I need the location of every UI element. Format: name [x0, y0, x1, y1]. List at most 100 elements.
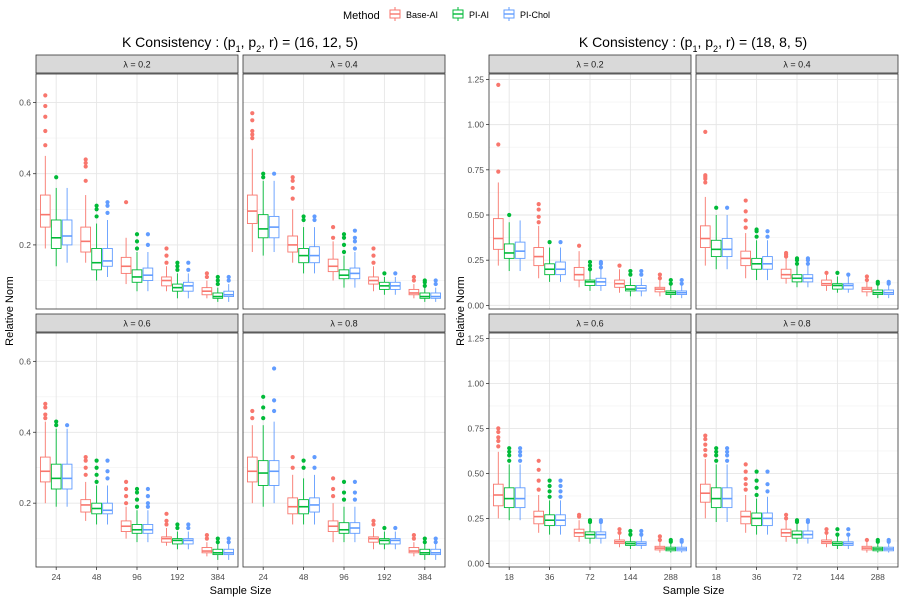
box — [843, 283, 854, 290]
boxplot-pi-chol — [349, 228, 361, 288]
outlier-point — [145, 501, 151, 506]
outlier-point — [134, 490, 140, 495]
outlier-point — [639, 268, 644, 274]
x-tick-label: 18 — [504, 572, 514, 582]
outlier-point — [94, 207, 99, 212]
outlier-point — [105, 476, 110, 481]
outlier-point — [576, 243, 582, 248]
outlier-point — [226, 536, 231, 541]
outlier-point — [290, 454, 295, 460]
panel-strip — [242, 313, 446, 333]
panel-border — [35, 73, 239, 310]
outlier-point — [536, 214, 541, 219]
boxplot-pi-ai — [419, 278, 431, 302]
panel: λ = 0.4 — [695, 54, 899, 310]
outlier-point — [83, 454, 88, 460]
boxplot-pi-chol — [676, 277, 688, 299]
outlier-point — [43, 405, 48, 410]
outlier-point — [725, 449, 730, 454]
boxplot-pi-chol — [636, 528, 647, 549]
outlier-point — [754, 478, 759, 483]
outlier-point — [261, 175, 266, 180]
box — [751, 512, 762, 527]
outlier-point — [743, 476, 748, 481]
outlier-point — [43, 415, 48, 421]
outlier-point — [43, 128, 48, 134]
boxplot-base-ai — [120, 200, 132, 285]
panel-strip-label: λ = 0.2 — [123, 60, 150, 70]
outlier-point — [703, 433, 708, 438]
outlier-point — [341, 249, 347, 255]
outlier-point — [518, 458, 523, 463]
panel-strip-label: λ = 0.8 — [330, 319, 357, 329]
outlier-point — [875, 279, 880, 284]
box — [246, 456, 258, 483]
outlier-point — [186, 522, 191, 527]
outlier-point — [250, 128, 255, 134]
box — [50, 219, 62, 249]
box — [584, 279, 596, 286]
outlier-point — [261, 405, 266, 410]
outlier-point — [272, 171, 277, 176]
box — [257, 214, 269, 239]
outlier-point — [422, 278, 427, 283]
outlier-point — [783, 250, 789, 256]
outlier-point — [725, 446, 730, 451]
boxplot-base-ai — [120, 479, 132, 539]
legend-label: Base-AI — [406, 10, 438, 20]
box — [419, 548, 431, 556]
boxplot-base-ai — [492, 82, 504, 266]
box — [710, 239, 722, 258]
boxplot-base-ai — [573, 243, 585, 288]
box — [573, 266, 585, 281]
outlier-point — [743, 198, 748, 203]
box — [201, 547, 213, 554]
outlier-point — [794, 256, 800, 261]
outlier-point — [186, 525, 191, 531]
outlier-point — [743, 462, 748, 467]
outlier-point — [352, 228, 358, 233]
box — [161, 276, 172, 287]
outlier-point — [341, 497, 347, 502]
outlier-point — [714, 446, 719, 451]
outlier-point — [518, 449, 523, 454]
boxplot-base-ai — [408, 532, 420, 557]
boxplot-pi-ai — [503, 446, 515, 521]
panel: λ = 0.8 24 48 96 192 384 — [242, 313, 446, 582]
y-tick-label: 0.75 — [467, 165, 484, 175]
x-tick-label: 18 — [711, 572, 721, 582]
y-tick-label: 0.50 — [467, 210, 484, 220]
outlier-point — [422, 283, 427, 288]
boxplot-pi-ai — [872, 279, 884, 299]
outlier-point — [250, 415, 255, 421]
boxplot-pi-ai — [91, 458, 102, 525]
outlier-point — [617, 530, 622, 535]
outlier-point — [290, 178, 295, 183]
boxplot-pi-ai — [625, 528, 636, 549]
outlier-point — [743, 209, 748, 214]
outlier-point — [668, 281, 673, 286]
outlier-point — [54, 419, 59, 424]
boxplot-pi-chol — [595, 518, 607, 544]
outlier-point — [628, 268, 633, 274]
outlier-point — [301, 465, 306, 470]
outlier-point — [215, 281, 220, 287]
outlier-point — [835, 527, 840, 532]
outlier-point — [805, 261, 811, 266]
outlier-point — [875, 537, 880, 543]
x-tick-label: 24 — [51, 572, 61, 582]
y-tick-label: 0.4 — [19, 169, 31, 179]
boxplot-pi-chol — [762, 229, 773, 281]
box — [721, 238, 733, 258]
outlier-point — [547, 494, 552, 499]
outlier-point — [341, 235, 347, 240]
x-axis-label: Sample Size — [663, 585, 725, 597]
x-tick-label: 288 — [871, 572, 885, 582]
box — [287, 235, 298, 253]
box — [309, 246, 320, 264]
box — [368, 536, 379, 543]
boxplot-base-ai — [492, 426, 504, 519]
box — [268, 460, 280, 486]
outlier-point — [250, 118, 255, 123]
